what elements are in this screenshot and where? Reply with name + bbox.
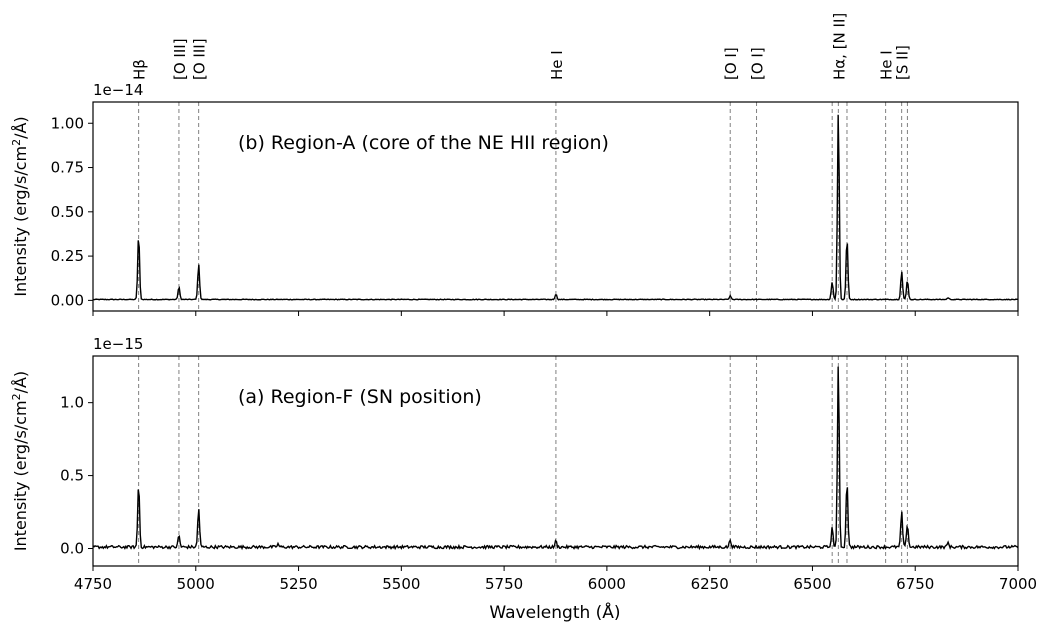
emission-line-label: [O I] — [749, 47, 767, 80]
x-tick-label: 5000 — [177, 575, 215, 593]
spectrum-line — [92, 114, 1019, 302]
plot-frame — [92, 101, 1019, 312]
emission-line-label: Hβ — [131, 59, 149, 80]
y-label-main: Intensity (erg/s/cm — [11, 146, 30, 297]
y-label-tail: /Å) — [11, 371, 30, 394]
emission-line-label: He I — [548, 50, 566, 80]
panel-title: (b) Region-A (core of the NE HII region) — [238, 132, 609, 154]
y-tick-label: 0.5 — [60, 467, 84, 485]
emission-line-label: [O I] — [722, 47, 740, 80]
emission-line-label: Hα, [N II] — [830, 13, 848, 80]
plot-frame — [92, 355, 1019, 567]
y-tick-label: 1.0 — [60, 394, 84, 412]
y-tick-label: 1.00 — [51, 114, 84, 132]
y-offset-text: 1e−15 — [93, 335, 143, 353]
x-axis-label: Wavelength (Å) — [489, 601, 620, 623]
x-tick-label: 6000 — [588, 575, 626, 593]
y-axis-label: Intensity (erg/s/cm2/Å) — [10, 371, 31, 551]
x-tick-label: 6750 — [896, 575, 934, 593]
x-tick-label: 4750 — [74, 575, 112, 593]
x-tick-label: 7000 — [999, 575, 1037, 593]
y-tick-label: 0.25 — [51, 247, 84, 265]
emission-line-label: He I — [878, 50, 896, 80]
y-offset-text: 1e−14 — [93, 81, 143, 99]
y-tick-label: 0.00 — [51, 291, 84, 309]
y-tick-label: 0.0 — [60, 540, 84, 558]
x-tick-label: 6500 — [793, 575, 831, 593]
panel-region-f: 4750 5000 5250 5500 5750 6000 6250 6500 6750 7000… — [10, 335, 1038, 593]
y-tick-label: 0.50 — [51, 203, 84, 221]
y-label-tail: /Å) — [11, 116, 30, 139]
y-label-sup: 2 — [10, 139, 23, 146]
emission-line-label: [S II] — [894, 45, 912, 80]
panel-title: (a) Region-F (SN position) — [238, 386, 482, 408]
y-axis-label: Intensity (erg/s/cm2/Å) — [10, 116, 31, 296]
emission-line-label: [O III] — [191, 38, 209, 80]
emission-line-label: [O III] — [171, 38, 189, 80]
emission-line-labels: Hβ [O III] [O III] He I [O I] [O I] Hα, [N II]… — [131, 13, 912, 80]
x-tick-label: 5500 — [382, 575, 420, 593]
spectrum-line — [92, 366, 1019, 551]
x-tick-label: 5250 — [279, 575, 317, 593]
x-tick-label: 5750 — [485, 575, 523, 593]
x-tick-label: 6250 — [691, 575, 729, 593]
y-label-sup: 2 — [10, 393, 23, 400]
y-tick-label: 0.75 — [51, 159, 84, 177]
y-label-main: Intensity (erg/s/cm — [11, 400, 30, 551]
panel-region-a: 0.00 0.25 0.50 0.75 1.00 1e−14 (b) Region-A (c… — [10, 81, 1019, 316]
